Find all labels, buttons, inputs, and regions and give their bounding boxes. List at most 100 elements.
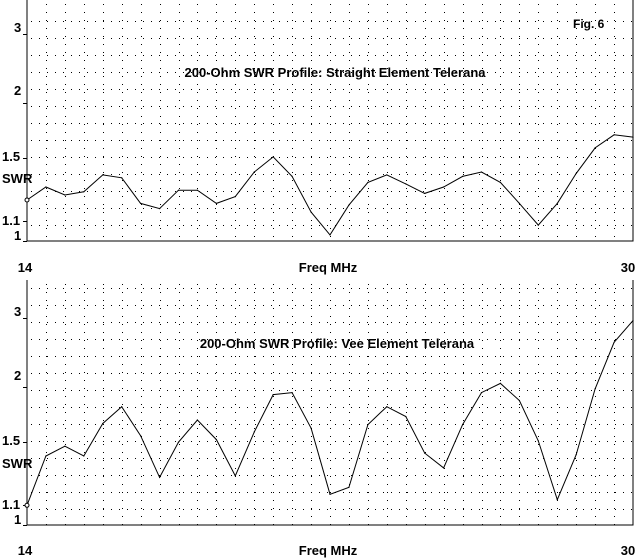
grid-dot (482, 36, 483, 37)
grid-dot (576, 404, 577, 405)
grid-dot (407, 225, 408, 226)
grid-dot (500, 308, 501, 309)
grid-dot (583, 38, 584, 39)
grid-dot (199, 458, 200, 459)
grid-dot (311, 332, 312, 333)
grid-dot (273, 300, 274, 301)
grid-dot (179, 204, 180, 205)
grid-dot (199, 441, 200, 442)
grid-dot (368, 92, 369, 93)
grid-dot (387, 60, 388, 61)
grid-dot (199, 407, 200, 408)
grid-dot (87, 191, 88, 192)
grid-dot (127, 441, 128, 442)
grid-dot (463, 220, 464, 221)
grid-dot (63, 106, 64, 107)
grid-dot (263, 72, 264, 73)
grid-dot (614, 84, 615, 85)
grid-dot (425, 508, 426, 509)
grid-dot (55, 322, 56, 323)
grid-dot (111, 225, 112, 226)
grid-dot (368, 420, 369, 421)
grid-dot (631, 72, 632, 73)
grid-dot (599, 55, 600, 56)
grid-dot (538, 380, 539, 381)
grid-dot (463, 324, 464, 325)
grid-dot (623, 509, 624, 510)
grid-dot (254, 76, 255, 77)
grid-dot (160, 340, 161, 341)
grid-dot (46, 164, 47, 165)
grid-dot (482, 468, 483, 469)
grid-dot (319, 492, 320, 493)
grid-dot (273, 60, 274, 61)
grid-dot (273, 12, 274, 13)
grid-dot (231, 339, 232, 340)
grid-dot (535, 322, 536, 323)
grid-dot (487, 407, 488, 408)
grid-dot (500, 364, 501, 365)
grid-dot (287, 174, 288, 175)
grid-dot (487, 38, 488, 39)
data-point (140, 202, 142, 204)
x-tick-label-14: 14 (18, 260, 33, 275)
grid-dot (330, 228, 331, 229)
grid-dot (557, 116, 558, 117)
grid-dot (160, 412, 161, 413)
grid-dot (607, 157, 608, 158)
grid-dot (599, 356, 600, 357)
grid-dot (351, 475, 352, 476)
grid-dot (151, 225, 152, 226)
grid-dot (127, 208, 128, 209)
grid-dot (439, 55, 440, 56)
grid-dot (303, 373, 304, 374)
grid-dot (191, 174, 192, 175)
grid-dot (444, 116, 445, 117)
grid-dot (391, 157, 392, 158)
grid-dot (311, 72, 312, 73)
grid-dot (387, 4, 388, 5)
grid-dot (159, 390, 160, 391)
grid-dot (614, 460, 615, 461)
grid-dot (444, 28, 445, 29)
grid-dot (160, 468, 161, 469)
grid-dot (330, 292, 331, 293)
grid-dot (327, 509, 328, 510)
grid-dot (135, 322, 136, 323)
grid-dot (39, 106, 40, 107)
grid-dot (215, 72, 216, 73)
grid-dot (39, 492, 40, 493)
grid-dot (439, 373, 440, 374)
grid-dot (482, 164, 483, 165)
grid-dot (538, 204, 539, 205)
grid-dot (519, 28, 520, 29)
grid-dot (595, 476, 596, 477)
grid-dot (500, 444, 501, 445)
grid-dot (375, 322, 376, 323)
grid-dot (595, 316, 596, 317)
grid-dot (463, 509, 464, 510)
grid-dot (406, 468, 407, 469)
grid-dot (455, 475, 456, 476)
grid-dot (235, 428, 236, 429)
grid-dot (127, 140, 128, 141)
grid-dot (197, 12, 198, 13)
grid-dot (583, 407, 584, 408)
grid-dot (567, 106, 568, 107)
grid-dot (215, 38, 216, 39)
grid-dot (292, 108, 293, 109)
grid-dot (63, 174, 64, 175)
grid-dot (84, 188, 85, 189)
grid-dot (527, 225, 528, 226)
grid-dot (311, 340, 312, 341)
grid-dot (160, 108, 161, 109)
grid-dot (527, 38, 528, 39)
grid-dot (47, 322, 48, 323)
grid-dot (63, 38, 64, 39)
grid-dot (383, 390, 384, 391)
grid-dot (503, 208, 504, 209)
x-axis-label: Freq MHz (299, 260, 358, 275)
grid-dot (151, 475, 152, 476)
grid-dot (495, 38, 496, 39)
grid-dot (122, 308, 123, 309)
